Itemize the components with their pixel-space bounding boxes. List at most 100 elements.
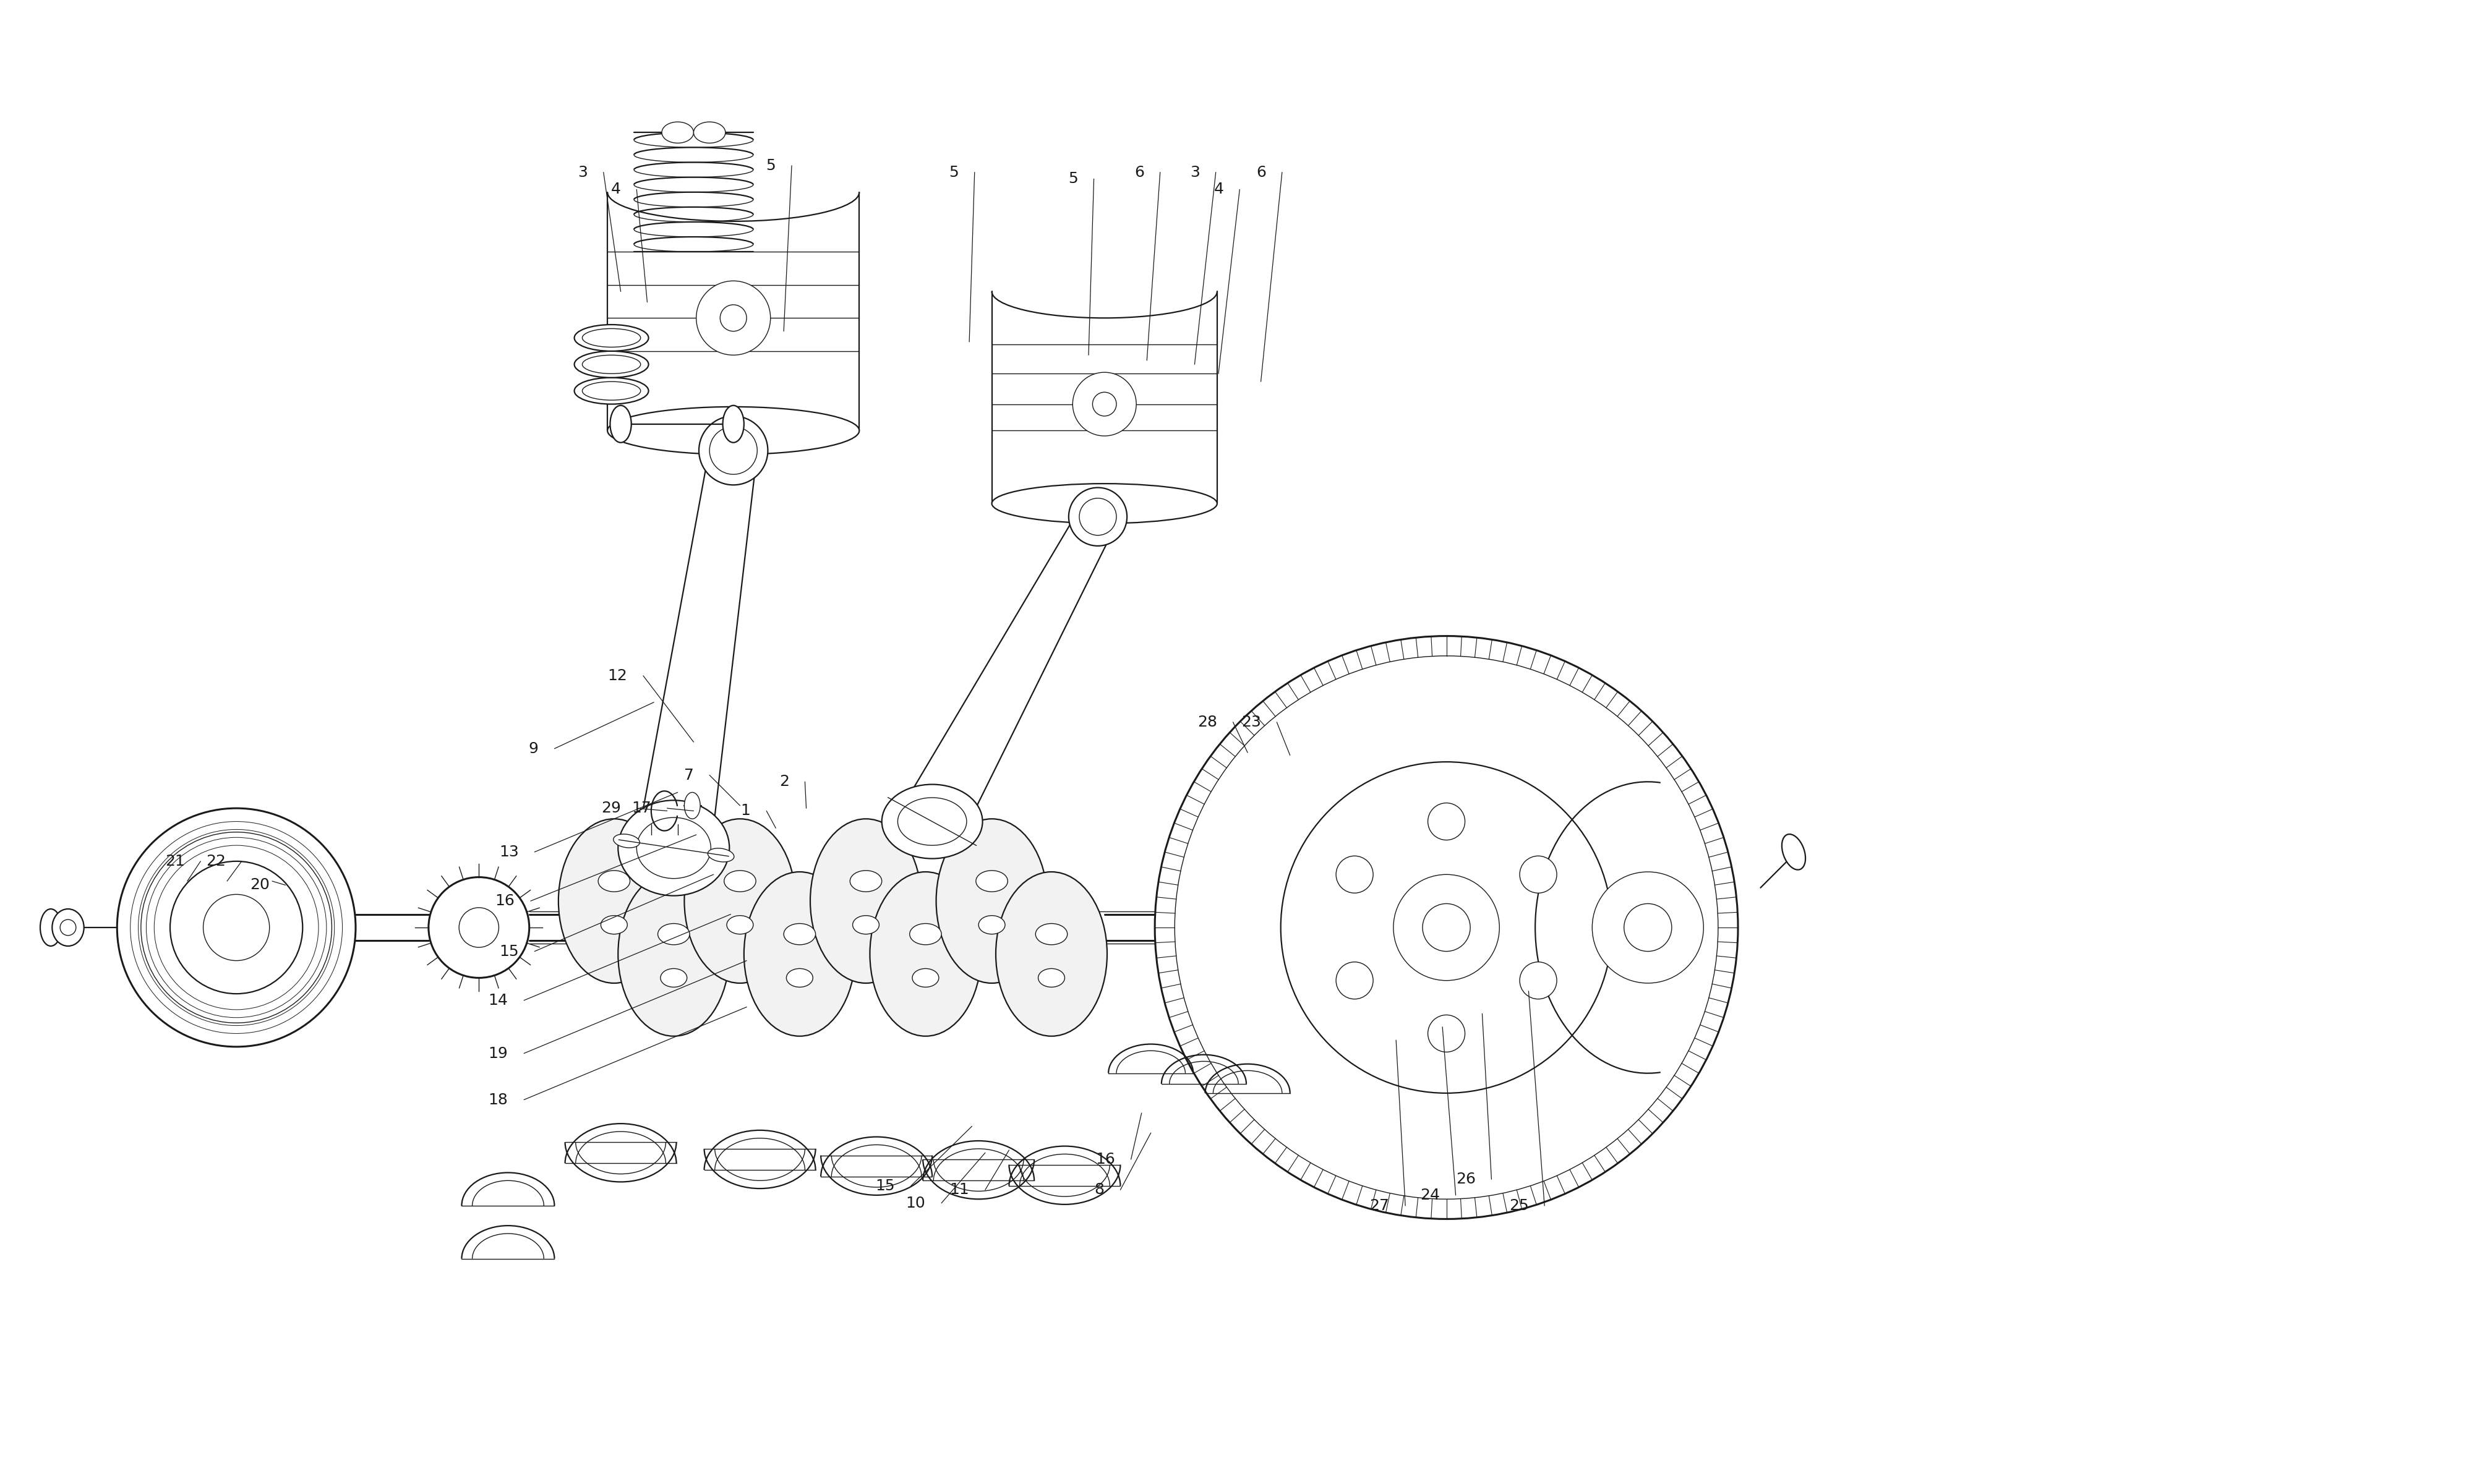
Ellipse shape [727, 916, 752, 933]
Circle shape [1593, 871, 1705, 982]
Text: 21: 21 [166, 853, 186, 868]
Ellipse shape [935, 819, 1047, 982]
Ellipse shape [975, 871, 1007, 892]
Ellipse shape [609, 407, 858, 454]
Ellipse shape [708, 849, 735, 862]
Text: 15: 15 [500, 944, 520, 959]
Text: 18: 18 [487, 1092, 507, 1107]
Text: 6: 6 [1133, 165, 1143, 180]
Text: 7: 7 [683, 767, 693, 782]
Text: 19: 19 [487, 1046, 507, 1061]
Ellipse shape [1037, 923, 1066, 945]
Text: 11: 11 [950, 1183, 970, 1198]
Ellipse shape [722, 405, 745, 442]
Text: 20: 20 [250, 877, 270, 892]
Text: 14: 14 [487, 993, 507, 1008]
Circle shape [428, 877, 529, 978]
Ellipse shape [574, 352, 648, 377]
Ellipse shape [574, 377, 648, 404]
Text: 13: 13 [500, 844, 520, 859]
Ellipse shape [601, 916, 628, 933]
Text: 24: 24 [1420, 1187, 1440, 1202]
Ellipse shape [784, 927, 816, 981]
Text: 16: 16 [495, 893, 515, 908]
Text: 23: 23 [1242, 715, 1262, 730]
Circle shape [1427, 1015, 1465, 1052]
Ellipse shape [658, 927, 690, 981]
Ellipse shape [658, 923, 690, 945]
Text: 29: 29 [601, 801, 621, 816]
Ellipse shape [614, 834, 641, 847]
Ellipse shape [1277, 898, 1304, 957]
Circle shape [1336, 856, 1373, 893]
Text: 15: 15 [876, 1178, 896, 1193]
Text: 17: 17 [631, 801, 651, 816]
Ellipse shape [881, 785, 982, 859]
Ellipse shape [685, 792, 700, 819]
Text: 8: 8 [1094, 1183, 1103, 1198]
Text: 3: 3 [579, 165, 589, 180]
Ellipse shape [574, 325, 648, 352]
Ellipse shape [559, 819, 670, 982]
Ellipse shape [1781, 834, 1806, 870]
Ellipse shape [811, 819, 920, 982]
Circle shape [695, 280, 769, 355]
Circle shape [1074, 372, 1136, 436]
Circle shape [1155, 637, 1739, 1218]
Text: 2: 2 [779, 775, 789, 789]
Ellipse shape [784, 923, 816, 945]
Text: 5: 5 [1069, 172, 1079, 187]
Text: 9: 9 [529, 741, 539, 755]
Text: 1: 1 [740, 803, 750, 818]
Polygon shape [636, 447, 757, 853]
Ellipse shape [1039, 969, 1064, 987]
Ellipse shape [995, 871, 1108, 1036]
Ellipse shape [851, 871, 881, 892]
Text: 5: 5 [950, 165, 960, 180]
Ellipse shape [913, 969, 938, 987]
Text: 4: 4 [1215, 183, 1225, 197]
Circle shape [1519, 856, 1556, 893]
Ellipse shape [661, 969, 688, 987]
Ellipse shape [854, 916, 878, 933]
Ellipse shape [1037, 927, 1066, 981]
Circle shape [1519, 962, 1556, 999]
Ellipse shape [910, 923, 943, 945]
Ellipse shape [787, 969, 814, 987]
Ellipse shape [663, 122, 693, 142]
Ellipse shape [693, 122, 725, 142]
Ellipse shape [685, 819, 797, 982]
Ellipse shape [910, 927, 943, 981]
Text: 5: 5 [767, 159, 777, 174]
Ellipse shape [871, 871, 982, 1036]
Ellipse shape [745, 871, 856, 1036]
Text: 4: 4 [611, 183, 621, 197]
Ellipse shape [611, 405, 631, 442]
Text: 25: 25 [1509, 1199, 1529, 1214]
Text: 27: 27 [1371, 1199, 1390, 1214]
Ellipse shape [618, 871, 730, 1036]
Ellipse shape [725, 871, 757, 892]
Ellipse shape [59, 920, 77, 935]
Circle shape [1427, 803, 1465, 840]
Text: 6: 6 [1257, 165, 1267, 180]
Ellipse shape [980, 916, 1004, 933]
Text: 26: 26 [1455, 1172, 1475, 1187]
Circle shape [1282, 761, 1613, 1094]
Ellipse shape [40, 908, 62, 947]
Text: 3: 3 [1190, 165, 1200, 180]
Ellipse shape [618, 800, 730, 896]
Text: 16: 16 [1096, 1152, 1116, 1166]
Text: 22: 22 [205, 853, 225, 868]
Ellipse shape [700, 416, 767, 485]
Ellipse shape [1069, 488, 1128, 546]
Ellipse shape [992, 484, 1217, 524]
Ellipse shape [599, 871, 631, 892]
Polygon shape [903, 508, 1116, 837]
Text: 28: 28 [1197, 715, 1217, 730]
Text: 10: 10 [905, 1196, 925, 1211]
Text: 12: 12 [609, 668, 628, 683]
Circle shape [1336, 962, 1373, 999]
Circle shape [116, 809, 356, 1046]
Ellipse shape [52, 908, 84, 947]
